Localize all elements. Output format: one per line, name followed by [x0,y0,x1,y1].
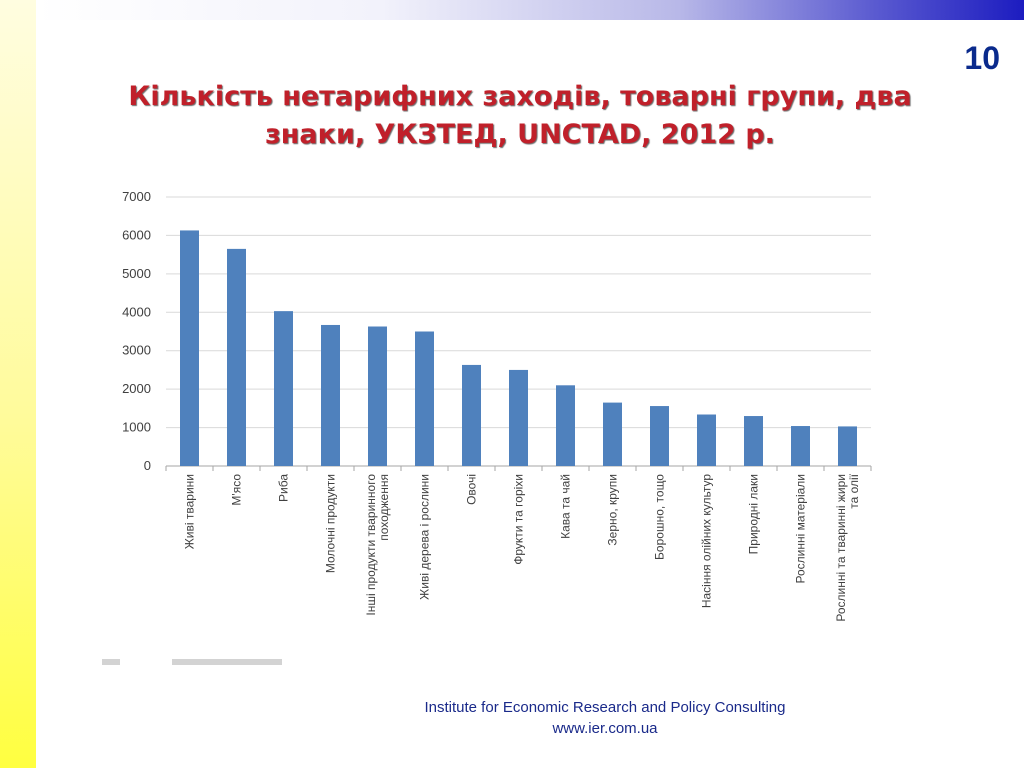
x-category-label-line: Живі дерева і рослини [418,474,432,600]
x-category-label-line: Молочні продукти [324,474,338,573]
x-category-label: Інші продукти тваринногопоходження [364,474,391,616]
bar [603,402,622,466]
bar [227,248,246,466]
bar [838,426,857,466]
y-tick-label: 4000 [122,304,151,319]
x-category-label-line: Кава та чай [559,474,573,539]
slide-title: Кількість нетарифних заходів, товарні гр… [90,78,950,154]
bar [697,414,716,466]
left-decorative-band [0,0,36,768]
x-category-label-line: Овочі [465,474,479,505]
x-category-label: Живі тварини [183,474,197,549]
x-category-label: Зерно, крупи [606,474,620,546]
x-category-label-line: Живі тварини [183,474,197,549]
x-category-label: Риба [277,474,291,502]
x-category-label-line: Зерно, крупи [606,474,620,546]
y-tick-label: 0 [144,458,151,473]
x-category-label: Рослинні матеріали [794,474,808,584]
y-tick-label: 5000 [122,266,151,281]
x-category-label: Молочні продукти [324,474,338,573]
x-category-label-line: Рослинні та тваринні жири [834,474,848,622]
slide-number: 10 [964,40,1000,76]
footer: Institute for Economic Research and Poli… [340,697,870,739]
bar [462,364,481,466]
bar [274,311,293,466]
slide-title-line-2: знаки, УКЗТЕД, UNCTAD, 2012 р. [265,119,775,150]
bar [415,331,434,466]
x-category-label-line: походження [377,474,391,541]
x-category-label: Живі дерева і рослини [418,474,432,600]
x-category-label-line: Рослинні матеріали [794,474,808,584]
x-category-label: Природні лаки [747,474,761,554]
bar [791,426,810,466]
bar-chart: 0 1000 2000 3000 4000 5000 6000 7000 Живі тварин… [96,180,896,660]
bar [650,406,669,466]
y-tick-label: 2000 [122,381,151,396]
y-tick-label: 7000 [122,189,151,204]
y-tick-label: 1000 [122,420,151,435]
x-category-label: Борошно, тощо [653,474,667,560]
x-category-label-line: Фрукти та горіхи [512,474,526,565]
bar [180,230,199,466]
bar [509,369,528,466]
x-category-label-line: Природні лаки [747,474,761,554]
x-category-label: Рослинні та тваринні жирита олії [834,473,861,621]
x-category-label: Кава та чай [559,474,573,539]
x-category-label: М'ясо [230,474,244,506]
x-category-label-line: та олії [847,473,861,508]
y-tick-label: 3000 [122,343,151,358]
bar [321,324,340,466]
top-decorative-band [36,0,1024,20]
source-note-cropped [102,659,282,665]
slide-title-line-1: Кількість нетарифних заходів, товарні гр… [128,81,912,112]
x-category-label: Насіння олійних культур [700,474,714,608]
x-category-label: Овочі [465,474,479,505]
x-category-label-line: М'ясо [230,474,244,506]
x-category-label-line: Насіння олійних культур [700,474,714,608]
bar [556,385,575,466]
bar [368,326,387,466]
x-category-label-line: Інші продукти тваринного [364,474,378,616]
x-category-label-line: Риба [277,474,291,502]
bar [744,416,763,466]
footer-institute: Institute for Economic Research and Poli… [424,699,786,716]
footer-website: www.ier.com.ua [552,720,658,737]
y-tick-label: 6000 [122,227,151,242]
x-category-label-line: Борошно, тощо [653,474,667,560]
x-category-label: Фрукти та горіхи [512,474,526,565]
bar-chart-svg: 0 1000 2000 3000 4000 5000 6000 7000 Живі тварин… [122,189,872,622]
